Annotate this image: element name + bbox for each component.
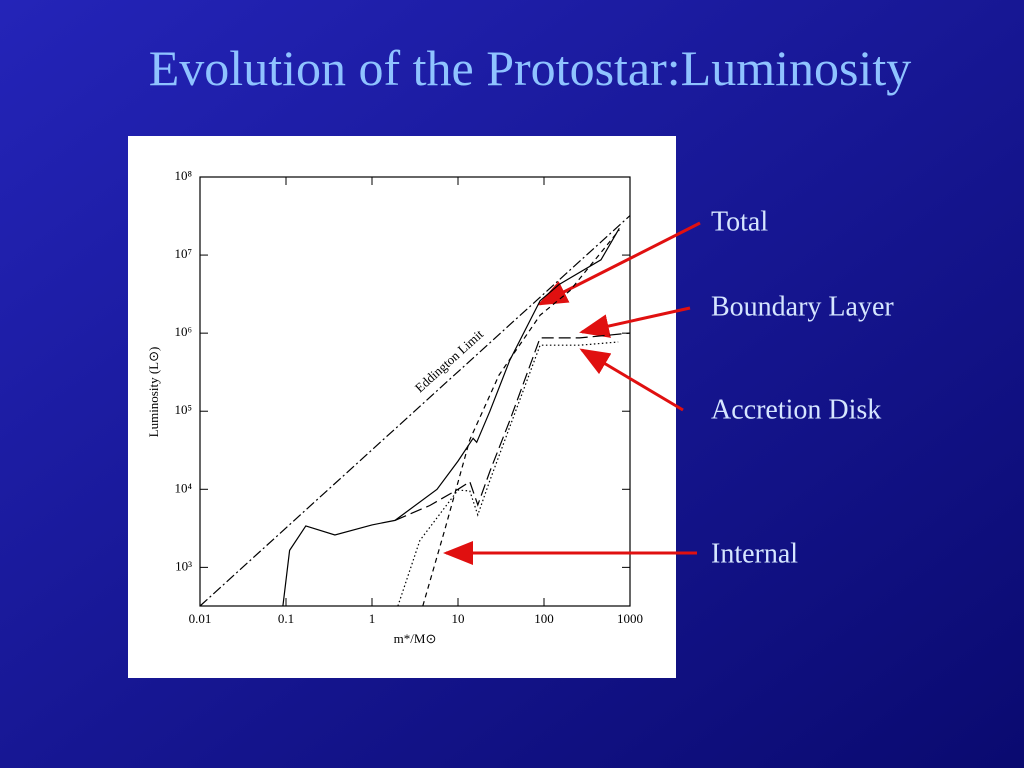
series-line bbox=[397, 341, 619, 607]
slide-title: Evolution of the Protostar:Luminosity bbox=[149, 40, 911, 96]
y-tick-label: 10⁷ bbox=[174, 246, 192, 261]
series-line bbox=[282, 227, 620, 607]
x-tick-label: 100 bbox=[534, 611, 554, 626]
x-tick-label: 1000 bbox=[617, 611, 643, 626]
y-tick-label: 10³ bbox=[175, 558, 192, 573]
x-tick-label: 1 bbox=[369, 611, 376, 626]
x-tick-label: 0.1 bbox=[278, 611, 294, 626]
callout-label: Total bbox=[711, 206, 768, 237]
callout-label: Accretion Disk bbox=[711, 394, 881, 425]
y-tick-label: 10⁶ bbox=[174, 324, 192, 339]
x-axis-label: m*/M⊙ bbox=[394, 631, 437, 646]
arrow bbox=[537, 221, 701, 306]
series-line bbox=[394, 332, 631, 521]
x-tick-label: 0.01 bbox=[189, 611, 212, 626]
y-tick-label: 10⁴ bbox=[174, 480, 192, 495]
callout-arrows bbox=[443, 221, 701, 565]
y-tick-label: 10⁵ bbox=[174, 402, 192, 417]
plot-frame bbox=[199, 176, 631, 607]
arrow bbox=[579, 348, 684, 412]
series-line bbox=[199, 215, 631, 607]
series-line bbox=[422, 229, 620, 607]
callout-label: Internal bbox=[711, 538, 798, 569]
x-tick-label: 10 bbox=[452, 611, 465, 626]
callout-label: Boundary Layer bbox=[711, 291, 894, 322]
arrow bbox=[579, 306, 691, 338]
y-axis-label: Luminosity (L⊙) bbox=[146, 347, 161, 438]
y-tick-label: 10⁸ bbox=[174, 168, 192, 183]
